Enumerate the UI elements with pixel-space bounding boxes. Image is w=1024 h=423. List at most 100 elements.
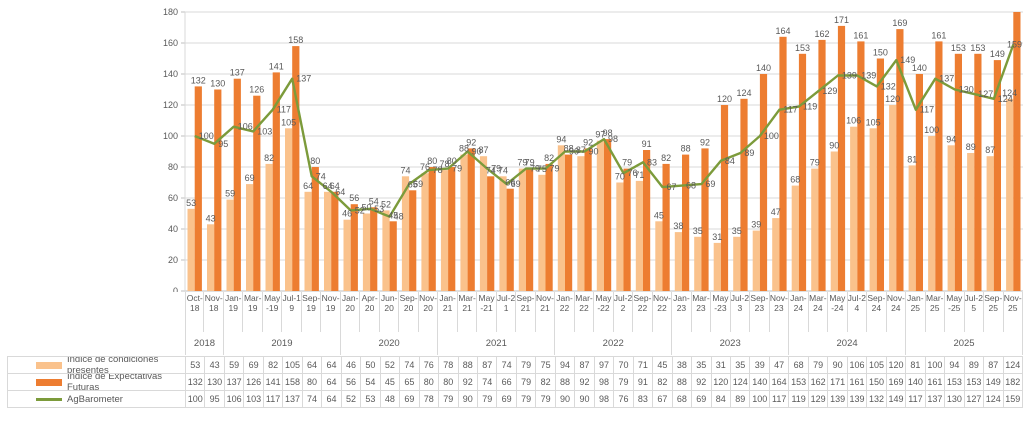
data-label-condiciones: 74 (498, 165, 508, 175)
table-value-cell: 45 (653, 357, 673, 374)
year-label: 2025 (906, 332, 1023, 355)
table-value-cell: 105 (283, 357, 303, 374)
bar-condiciones-presentes (499, 176, 507, 291)
bar-condiciones-presentes (401, 176, 410, 291)
bar-expectativas-futuras (389, 221, 397, 292)
month-label: Apr-20 (360, 292, 380, 332)
table-value-cell: 82 (536, 374, 556, 391)
bar-expectativas-futuras (545, 163, 553, 291)
month-label: Nov-20 (419, 292, 439, 332)
data-label-condiciones: 52 (381, 199, 391, 209)
data-label-expectativas: 82 (544, 153, 554, 163)
bar-condiciones-presentes (596, 140, 604, 291)
table-value-cell: 74 (302, 391, 323, 408)
bar-condiciones-presentes (343, 219, 351, 291)
data-label-agbarometer: 79 (550, 164, 560, 174)
data-label-expectativas: 92 (700, 137, 710, 147)
bar-condiciones-presentes (518, 168, 526, 291)
table-value-cell: 35 (731, 357, 751, 374)
table-value-cell: 161 (847, 374, 868, 391)
table-value-cell: 74 (497, 357, 517, 374)
bar-expectativas-futuras (993, 60, 1001, 291)
table-value-cell: 94 (945, 357, 965, 374)
y-tick-label: 40 (168, 224, 178, 234)
month-label: Nov-23 (770, 292, 790, 332)
table-value-cell: 79 (536, 391, 556, 408)
bar-expectativas-futuras (798, 53, 807, 291)
month-label: Jul-24 (848, 292, 868, 332)
table-value-cell: 124 (984, 391, 1004, 408)
y-tick-label: 180 (163, 7, 178, 17)
data-label-agbarometer: 98 (608, 134, 618, 144)
data-label-agbarometer: 117 (920, 105, 934, 115)
table-value-cell: 153 (789, 374, 809, 391)
bar-expectativas-futuras (565, 154, 573, 291)
month-label: Jan-19 (224, 292, 244, 332)
data-label-agbarometer: 124 (998, 94, 1013, 104)
data-label-agbarometer: 119 (803, 102, 817, 112)
y-tick-label: 120 (163, 100, 178, 110)
month-label: Sep-23 (750, 292, 770, 332)
table-value-cell: 74 (400, 357, 420, 374)
table-value-cell: 95 (205, 391, 225, 408)
month-label: Mar-25 (926, 292, 946, 332)
table-value-cell: 87 (984, 357, 1004, 374)
data-label-expectativas: 169 (892, 18, 907, 28)
table-value-cell: 67 (653, 391, 673, 408)
table-value-cell: 79 (516, 374, 537, 391)
bar-expectativas-futuras (759, 74, 768, 291)
table-value-cell: 79 (439, 391, 459, 408)
table-value-cell: 119 (789, 391, 809, 408)
data-label-condiciones: 120 (885, 94, 900, 104)
bar-expectativas-futuras (272, 72, 280, 292)
bar-expectativas-futuras (974, 53, 982, 291)
month-label: Jul-21 (497, 292, 517, 332)
bar-condiciones-presentes (265, 163, 273, 291)
table-value-cell: 106 (847, 357, 868, 374)
legend-bar-swatch (36, 378, 62, 386)
data-label-agbarometer: 64 (335, 187, 345, 197)
month-label: Sep-19 (302, 292, 322, 332)
table-value-cell: 162 (808, 374, 829, 391)
data-label-expectativas: 92 (583, 137, 593, 147)
table-value-cell: 50 (361, 357, 381, 374)
table-value-cell: 39 (750, 357, 770, 374)
bar-expectativas-futuras (643, 150, 651, 291)
data-label-agbarometer: 84 (725, 156, 735, 166)
month-label: Nov-21 (536, 292, 556, 332)
data-label-condiciones: 47 (771, 207, 781, 217)
bar-condiciones-presentes (655, 221, 663, 292)
data-label-expectativas: 80 (447, 156, 457, 166)
year-label: 2021 (438, 332, 556, 355)
data-label-expectativas: 98 (603, 128, 613, 138)
month-label: Nov-19 (321, 292, 341, 332)
table-value-cell: 80 (302, 374, 323, 391)
bar-expectativas-futuras (311, 167, 319, 291)
table-value-cell: 137 (283, 391, 303, 408)
month-label: May-22 (594, 292, 614, 332)
year-label: 2024 (789, 332, 907, 355)
year-label: 2022 (555, 332, 673, 355)
legend-line-swatch (36, 397, 62, 401)
bar-expectativas-futuras (370, 207, 378, 291)
year-label: 2018 (185, 332, 224, 355)
bar-condiciones-presentes (1006, 98, 1014, 291)
table-value-cell: 117 (906, 391, 926, 408)
data-label-expectativas: 164 (775, 26, 790, 36)
table-value-cell: 69 (400, 391, 420, 408)
bar-expectativas-futuras (409, 190, 417, 292)
bar-expectativas-futuras (740, 98, 748, 291)
bar-expectativas-futuras (779, 36, 787, 291)
data-label-expectativas: 141 (269, 61, 284, 71)
y-tick-label: 0 (173, 286, 178, 292)
bar-condiciones-presentes (440, 170, 449, 291)
bar-expectativas-futuras (604, 139, 612, 291)
bar-expectativas-futuras (682, 154, 690, 291)
data-label-expectativas: 161 (931, 30, 946, 40)
data-label-condiciones: 100 (924, 125, 939, 135)
bar-condiciones-presentes (616, 182, 624, 291)
bar-expectativas-futuras (233, 78, 241, 291)
bar-expectativas-futuras (526, 168, 534, 291)
year-label: 2023 (672, 332, 790, 355)
table-value-cell: 90 (828, 357, 848, 374)
